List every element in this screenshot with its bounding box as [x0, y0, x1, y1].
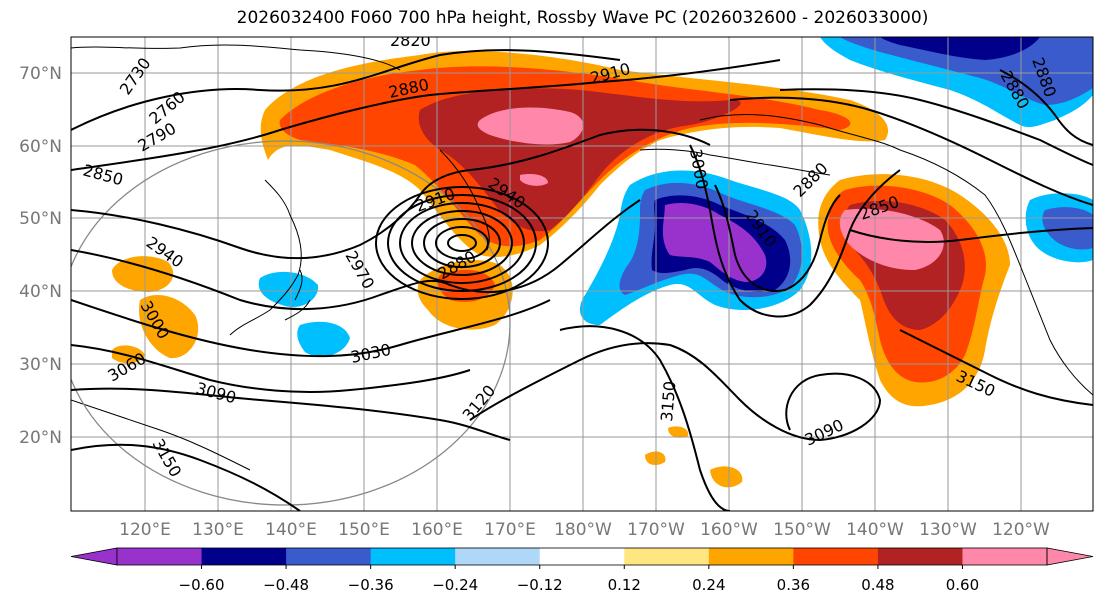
colorbar-tick-label: −0.36: [348, 576, 394, 594]
contour-low-3: [423, 218, 501, 268]
lon-label: 120°E: [119, 520, 171, 540]
height-contours: [71, 49, 1093, 511]
lon-label: 150°E: [338, 520, 390, 540]
anomaly-shading: [112, 37, 1093, 488]
colorbar-tick-label: 0.48: [861, 576, 894, 594]
anomaly-orange-west2: [139, 295, 199, 359]
lon-label: 180°W: [554, 520, 612, 540]
anomaly-orange-island3: [668, 426, 689, 438]
contour-low-1: [447, 234, 477, 252]
contour-2940: [71, 128, 711, 260]
anomaly-cyan-japan2: [297, 321, 350, 357]
anomaly-red-160e: [437, 269, 495, 302]
colorbar-swatch: [370, 548, 456, 565]
colorbar-tick-label: −0.48: [263, 576, 309, 594]
contour-2880-far-ne: [999, 69, 1093, 146]
lat-label: 30°N: [19, 355, 62, 375]
contour-3000-trough: [689, 144, 901, 318]
contour-3150-e: [899, 329, 1093, 406]
anomaly-orange-island1: [645, 451, 666, 466]
contour-low-7: [375, 186, 549, 300]
contour-label: 2820: [390, 31, 431, 50]
lon-label: 130°E: [192, 520, 244, 540]
lat-label: 50°N: [19, 209, 62, 229]
anomaly-pink-north-small: [520, 173, 548, 186]
colorbar-swatch: [201, 548, 287, 565]
hemisphere-outline: [71, 140, 511, 506]
colorbar-swatch: [708, 548, 794, 565]
graticule: [71, 37, 1093, 511]
contour-low-5: [399, 202, 525, 284]
contour-3090: [71, 387, 511, 441]
colorbar-swatch: [962, 548, 1048, 565]
lon-label: 170°E: [484, 520, 536, 540]
lon-label: 120°W: [992, 520, 1050, 540]
lat-label: 20°N: [19, 428, 62, 448]
colorbar-tick-label: 0.24: [692, 576, 725, 594]
colorbar-outline: [116, 547, 1048, 566]
colorbar-tick-label: −0.12: [517, 576, 563, 594]
contour-3120-3090: [469, 342, 882, 442]
colorbar-tick-label: −0.24: [432, 576, 478, 594]
anomaly-purple-central: [662, 203, 767, 282]
coastlines: [71, 44, 1093, 471]
lon-label: 170°W: [627, 520, 685, 540]
contour-2970: [71, 199, 641, 311]
contour-low-4: [411, 210, 513, 276]
colorbar-swatch: [286, 548, 372, 565]
colorbar-extend-min: [70, 547, 118, 566]
contour-3150-w: [71, 443, 301, 511]
coast-japan: [284, 269, 311, 321]
contour-2880-ne: [729, 96, 1093, 206]
latitude-labels: 70°N 60°N 50°N 40°N 30°N 20°N: [19, 64, 62, 448]
coast-south-china: [71, 399, 251, 471]
longitude-labels: 120°E 130°E 140°E 150°E 160°E 170°E 180°W 170°W…: [119, 520, 1050, 540]
coast-aleutians: [639, 148, 831, 176]
lon-label: 150°W: [773, 520, 831, 540]
lon-label: 160°E: [411, 520, 463, 540]
contour-low-2: [435, 226, 489, 260]
coast-north-america: [699, 114, 1093, 396]
anomaly-navy-ne: [880, 37, 1040, 60]
contour-2910-trough: [714, 184, 841, 292]
contour-2880-n: [71, 59, 781, 171]
anomaly-pink-north: [477, 107, 584, 145]
colorbar-swatch: [455, 548, 541, 565]
colorbar-tick-label: 0.60: [946, 576, 979, 594]
colorbar-tick-label: 0.12: [608, 576, 641, 594]
anomaly-orange-island2: [710, 466, 743, 488]
coast-asia-east: [229, 179, 302, 336]
lon-label: 160°W: [700, 520, 758, 540]
colorbar-swatch: [117, 548, 203, 565]
lon-label: 130°W: [919, 520, 977, 540]
contour-2850-nepac: [849, 227, 1093, 243]
coast-kamchatka: [439, 149, 490, 251]
colorbar-swatch: [877, 548, 963, 565]
colorbar-swatch: [793, 548, 879, 565]
colorbar-tick-label: 0.36: [777, 576, 810, 594]
contour-3150-c: [559, 325, 731, 511]
lat-label: 40°N: [19, 282, 62, 302]
contour-low-6: [387, 194, 537, 292]
colorbar-swatch: [624, 548, 710, 565]
colorbar-tick-label: −0.60: [179, 576, 225, 594]
contour-3060: [71, 344, 471, 393]
colorbar-swatch: [539, 548, 625, 565]
contour-2850-ne: [779, 88, 1093, 166]
colorbar: −0.60 −0.48 −0.36 −0.24 −0.12 0.12 0.24 0.36 0.4…: [70, 547, 1094, 594]
lat-label: 60°N: [19, 137, 62, 157]
anomaly-orange-west1: [112, 256, 174, 292]
colorbar-extend-max: [1046, 547, 1094, 566]
map-border: [70, 36, 1094, 512]
contour-2850-n: [71, 49, 621, 131]
lat-label: 70°N: [19, 64, 62, 84]
contour-3030: [71, 299, 551, 358]
contour-label: 3150: [657, 380, 679, 422]
map-title: 2026032400 F060 700 hPa height, Rossby W…: [236, 8, 929, 28]
lon-label: 140°E: [265, 520, 317, 540]
lon-label: 140°W: [846, 520, 904, 540]
coast-siberia: [71, 44, 401, 71]
